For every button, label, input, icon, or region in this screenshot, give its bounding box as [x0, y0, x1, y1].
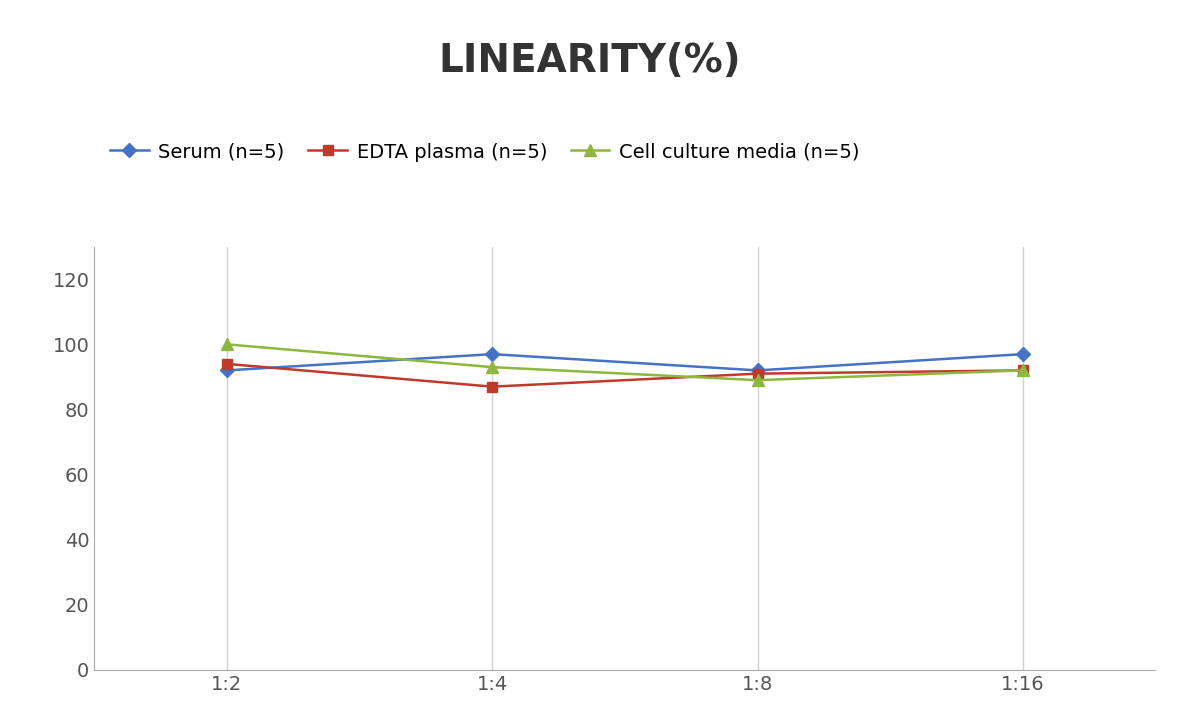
EDTA plasma (n=5) — [751, 369, 765, 378]
Cell culture media (n=5) — [1016, 366, 1030, 374]
Line: Cell culture media (n=5): Cell culture media (n=5) — [222, 339, 1028, 386]
EDTA plasma (n=5) — [486, 382, 500, 391]
Legend: Serum (n=5), EDTA plasma (n=5), Cell culture media (n=5): Serum (n=5), EDTA plasma (n=5), Cell cul… — [104, 137, 865, 168]
Cell culture media (n=5) — [486, 363, 500, 372]
Serum (n=5) — [751, 366, 765, 374]
Serum (n=5) — [220, 366, 235, 374]
Serum (n=5) — [486, 350, 500, 358]
EDTA plasma (n=5) — [1016, 366, 1030, 374]
Line: Serum (n=5): Serum (n=5) — [222, 349, 1028, 375]
Cell culture media (n=5) — [220, 340, 235, 348]
Serum (n=5) — [1016, 350, 1030, 358]
Line: EDTA plasma (n=5): EDTA plasma (n=5) — [222, 359, 1028, 391]
Cell culture media (n=5) — [751, 376, 765, 384]
Text: LINEARITY(%): LINEARITY(%) — [439, 42, 740, 80]
EDTA plasma (n=5) — [220, 360, 235, 368]
